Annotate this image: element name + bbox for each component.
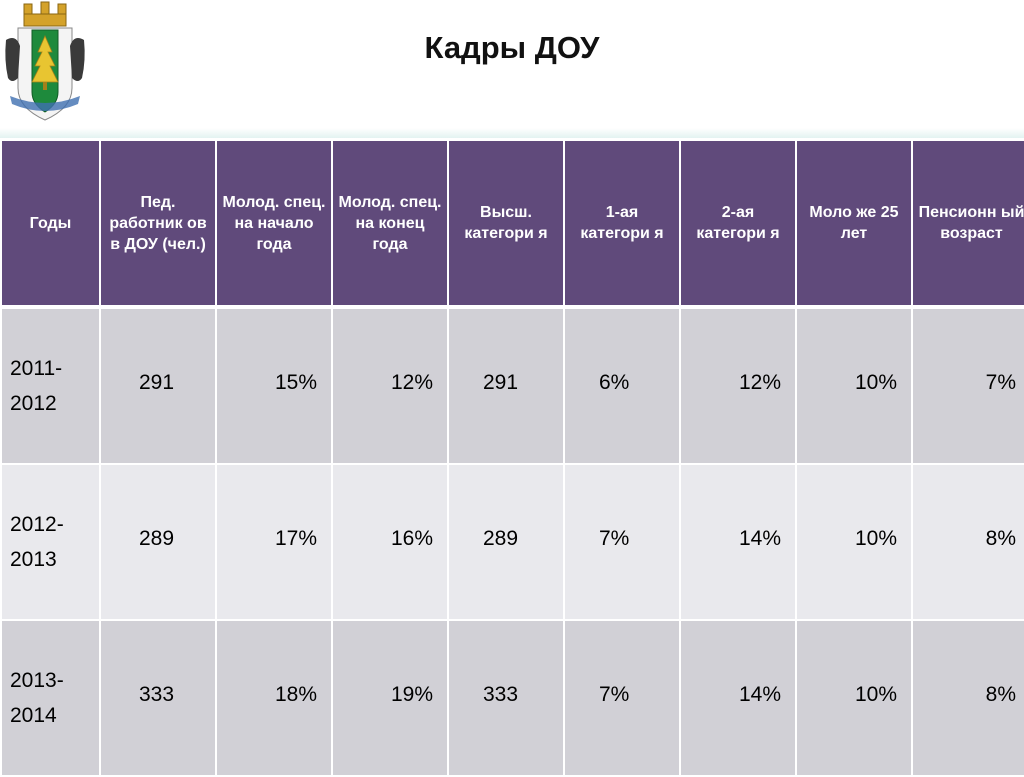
- header-cell-pension-age: Пенсионн ый возраст: [913, 141, 1024, 309]
- cell-under25: 10%: [797, 621, 911, 777]
- header-cell-second-category: 2-ая категори я: [681, 141, 795, 309]
- cell-ped: 333: [101, 621, 215, 777]
- slide-title: Кадры ДОУ: [424, 30, 600, 65]
- cell-second: 12%: [681, 309, 795, 465]
- cell-higher: 291: [449, 309, 563, 465]
- cell-second: 14%: [681, 621, 795, 777]
- coat-of-arms-logo: [5, 1, 85, 121]
- cell-first: 7%: [565, 465, 679, 621]
- cell-first: 6%: [565, 309, 679, 465]
- header-cell-ped-staff: Пед. работник ов в ДОУ (чел.): [101, 141, 215, 309]
- cell-pension: 7%: [913, 309, 1024, 465]
- cell-ped: 289: [101, 465, 215, 621]
- header-cell-higher-category: Высш. категори я: [449, 141, 563, 309]
- header-cell-young-start: Молод. спец. на начало года: [217, 141, 331, 309]
- cell-young-start: 15%: [217, 309, 331, 465]
- cell-pension: 8%: [913, 621, 1024, 777]
- cell-year: 2012-2013: [2, 465, 99, 621]
- cell-young-end: 16%: [333, 465, 447, 621]
- cell-year: 2011-2012: [2, 309, 99, 465]
- header-cell-years: Годы: [2, 141, 99, 309]
- cell-young-end: 12%: [333, 309, 447, 465]
- header-cell-young-end: Молод. спец. на конец года: [333, 141, 447, 309]
- cell-first: 7%: [565, 621, 679, 777]
- cell-higher: 333: [449, 621, 563, 777]
- cell-year: 2013-2014: [2, 621, 99, 777]
- cell-young-start: 18%: [217, 621, 331, 777]
- table-header-row: Годы Пед. работник ов в ДОУ (чел.) Молод…: [2, 141, 1024, 309]
- cell-pension: 8%: [913, 465, 1024, 621]
- cell-higher: 289: [449, 465, 563, 621]
- table-row: 2011-2012 291 15% 12% 291 6% 12% 10% 7%: [2, 309, 1024, 465]
- cell-second: 14%: [681, 465, 795, 621]
- staff-table: Годы Пед. работник ов в ДОУ (чел.) Молод…: [0, 141, 1024, 777]
- header-cell-under-25: Моло же 25 лет: [797, 141, 911, 309]
- table-row: 2013-2014 333 18% 19% 333 7% 14% 10% 8%: [2, 621, 1024, 777]
- cell-under25: 10%: [797, 309, 911, 465]
- cell-young-end: 19%: [333, 621, 447, 777]
- cell-ped: 291: [101, 309, 215, 465]
- cell-young-start: 17%: [217, 465, 331, 621]
- header-cell-first-category: 1-ая категори я: [565, 141, 679, 309]
- table-row: 2012-2013 289 17% 16% 289 7% 14% 10% 8%: [2, 465, 1024, 621]
- title-divider: [0, 128, 1024, 138]
- cell-under25: 10%: [797, 465, 911, 621]
